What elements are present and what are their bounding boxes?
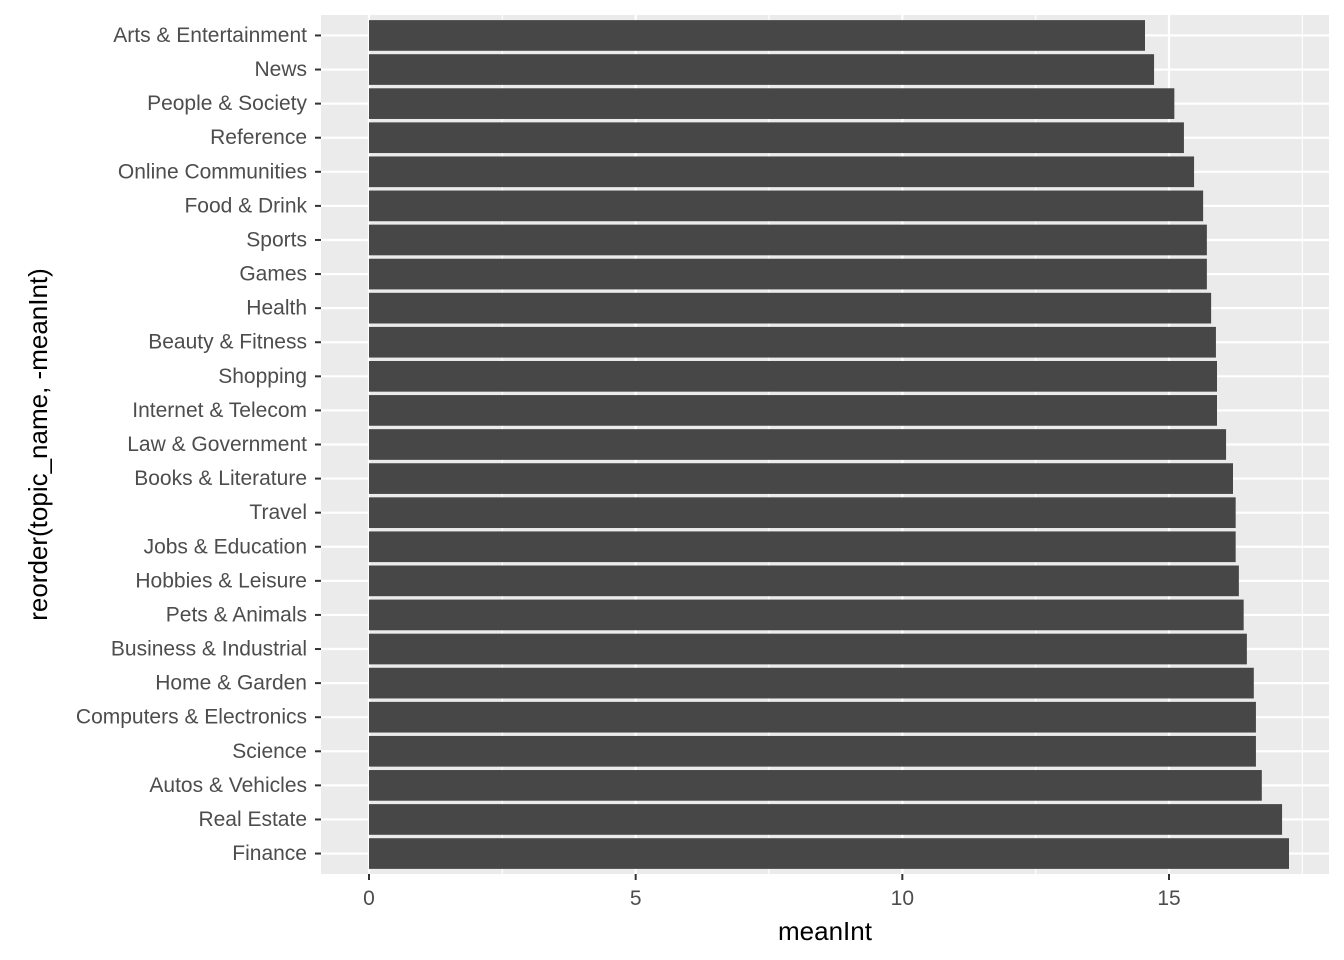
bar xyxy=(369,190,1204,222)
y-tick-label: Internet & Telecom xyxy=(132,399,307,422)
x-tick-label: 10 xyxy=(891,887,914,910)
y-tick-label: Beauty & Fitness xyxy=(148,331,307,354)
x-tick-label: 15 xyxy=(1157,887,1180,910)
bar xyxy=(369,735,1256,767)
bar xyxy=(369,122,1184,154)
y-tick-label: Home & Garden xyxy=(155,672,307,695)
bar xyxy=(369,463,1233,494)
y-tick-label: Health xyxy=(246,297,307,320)
x-axis-title: meanInt xyxy=(778,916,873,946)
bar xyxy=(369,292,1212,324)
bar xyxy=(369,565,1239,597)
bar xyxy=(369,54,1155,85)
y-tick-label: Autos & Vehicles xyxy=(149,774,307,797)
y-axis: Arts & Entertainment News People & Society… xyxy=(76,24,321,865)
bar xyxy=(369,838,1289,869)
y-tick-label: Shopping xyxy=(218,365,307,388)
y-tick-label: Sports xyxy=(246,228,307,251)
bars xyxy=(369,20,1289,869)
y-tick-label: Business & Industrial xyxy=(111,638,307,661)
y-tick-label: Finance xyxy=(232,842,307,865)
bar xyxy=(369,701,1256,733)
y-tick-label: Online Communities xyxy=(118,160,307,183)
bar xyxy=(369,531,1236,563)
bar xyxy=(369,88,1175,119)
bar xyxy=(369,804,1283,835)
y-tick-label: Reference xyxy=(210,126,307,149)
bar xyxy=(369,633,1247,665)
y-tick-label: Games xyxy=(239,263,307,286)
bar xyxy=(369,497,1236,529)
y-tick-label: Computers & Electronics xyxy=(76,706,307,729)
y-tick-label: Jobs & Education xyxy=(144,535,307,558)
bar xyxy=(369,258,1207,290)
x-axis: 0 5 10 15 xyxy=(363,874,1181,910)
y-tick-label: Science xyxy=(232,740,307,763)
y-tick-label: Books & Literature xyxy=(134,467,307,490)
y-tick-label: Food & Drink xyxy=(184,194,307,217)
y-tick-label: Arts & Entertainment xyxy=(113,24,307,47)
bar xyxy=(369,599,1244,631)
y-tick-label: Travel xyxy=(249,501,307,524)
y-axis-title: reorder(topic_name, -meanInt) xyxy=(23,268,53,621)
y-tick-label: Real Estate xyxy=(198,808,307,831)
bar xyxy=(369,20,1145,51)
x-tick-label: 0 xyxy=(363,887,375,910)
x-tick-label: 5 xyxy=(630,887,642,910)
y-tick-label: News xyxy=(254,58,307,81)
y-tick-label: Pets & Animals xyxy=(166,603,307,626)
y-tick-label: Hobbies & Leisure xyxy=(135,569,307,592)
bar xyxy=(369,326,1216,358)
bar xyxy=(369,667,1254,699)
bar xyxy=(369,224,1207,256)
y-tick-label: People & Society xyxy=(147,92,307,115)
bar xyxy=(369,429,1227,460)
y-tick-label: Law & Government xyxy=(127,433,307,456)
bar xyxy=(369,156,1195,188)
bar xyxy=(369,360,1217,392)
bar xyxy=(369,770,1262,801)
bar xyxy=(369,395,1217,426)
